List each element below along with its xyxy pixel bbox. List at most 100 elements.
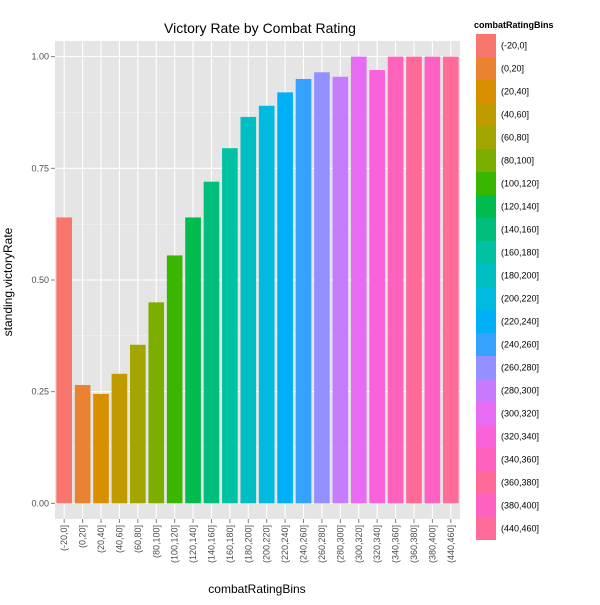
x-tick-label: (320,340] bbox=[372, 525, 382, 563]
y-tick-label: 0.75 bbox=[31, 163, 49, 173]
legend-items: (-20,0] (0,20] (20,40] (40,60] (60,80] (80,10… bbox=[476, 34, 539, 540]
bar-(280,300] bbox=[332, 76, 349, 504]
x-tick-label: (200,220] bbox=[262, 525, 272, 563]
bar-(-20,0] bbox=[56, 217, 73, 504]
legend-label-(200,220]: (200,220] bbox=[501, 294, 539, 304]
legend-key-(120,140] bbox=[476, 195, 496, 218]
legend-label-(100,120]: (100,120] bbox=[501, 179, 539, 189]
legend-key-(340,360] bbox=[476, 448, 496, 471]
legend-key-(140,160] bbox=[476, 218, 496, 241]
legend-label-(340,360]: (340,360] bbox=[501, 455, 539, 465]
legend-key-(360,380] bbox=[476, 471, 496, 494]
legend-key-(-20,0] bbox=[476, 34, 496, 57]
x-tick-label: (140,160] bbox=[206, 525, 216, 563]
x-axis: (-20,0] (0,20] (20,40] (40,60] (60,80] (80,10… bbox=[59, 519, 456, 563]
bar-(140,160] bbox=[203, 181, 220, 504]
bar-(180,200] bbox=[240, 116, 257, 504]
bar-(40,60] bbox=[111, 373, 128, 504]
legend-label-(80,100]: (80,100] bbox=[501, 156, 534, 166]
x-tick-label: (360,380] bbox=[409, 525, 419, 563]
x-tick-label: (220,240] bbox=[280, 525, 290, 563]
y-axis-title: standing.victoryRate bbox=[1, 227, 15, 336]
legend-key-(0,20] bbox=[476, 57, 496, 80]
bar-(160,180] bbox=[222, 148, 238, 504]
x-axis-title: combatRatingBins bbox=[208, 582, 305, 596]
legend-label-(0,20]: (0,20] bbox=[501, 64, 524, 74]
bar-layer bbox=[56, 56, 459, 504]
bar-(60,80] bbox=[130, 344, 146, 504]
legend-label-(180,200]: (180,200] bbox=[501, 271, 539, 281]
chart-title: Victory Rate by Combat Rating bbox=[164, 20, 356, 36]
legend-label-(40,60]: (40,60] bbox=[501, 110, 529, 120]
bar-(20,40] bbox=[93, 393, 109, 504]
legend-label-(320,340]: (320,340] bbox=[501, 432, 539, 442]
legend-label-(20,40]: (20,40] bbox=[501, 87, 529, 97]
x-tick-label: (340,360] bbox=[391, 525, 401, 563]
x-tick-label: (260,280] bbox=[317, 525, 327, 563]
x-tick-label: (380,400] bbox=[427, 525, 437, 563]
legend-key-(160,180] bbox=[476, 241, 496, 264]
y-tick-label: 1.00 bbox=[31, 52, 49, 62]
legend-key-(240,260] bbox=[476, 333, 496, 356]
legend-label-(220,240]: (220,240] bbox=[501, 317, 539, 327]
legend-key-(260,280] bbox=[476, 356, 496, 379]
y-tick-label: 0.50 bbox=[31, 275, 49, 285]
x-tick-label: (240,260] bbox=[299, 525, 309, 563]
legend-label-(120,140]: (120,140] bbox=[501, 202, 539, 212]
legend-label-(-20,0]: (-20,0] bbox=[501, 41, 527, 51]
x-tick-label: (440,460] bbox=[446, 525, 456, 563]
bar-(200,220] bbox=[258, 105, 275, 504]
legend-key-(440,460] bbox=[476, 517, 496, 540]
legend-key-(60,80] bbox=[476, 126, 496, 149]
legend-key-(220,240] bbox=[476, 310, 496, 333]
legend-label-(380,400]: (380,400] bbox=[501, 501, 539, 511]
legend-title: combatRatingBins bbox=[474, 20, 554, 30]
legend-label-(440,460]: (440,460] bbox=[501, 524, 539, 534]
x-tick-label: (300,320] bbox=[354, 525, 364, 563]
legend-label-(360,380]: (360,380] bbox=[501, 478, 539, 488]
x-tick-label: (120,140] bbox=[188, 525, 198, 563]
x-tick-label: (-20,0] bbox=[59, 525, 69, 551]
legend-key-(80,100] bbox=[476, 149, 496, 172]
bar-(380,400] bbox=[424, 56, 441, 504]
bar-(120,140] bbox=[185, 217, 201, 504]
legend-label-(300,320]: (300,320] bbox=[501, 409, 539, 419]
x-tick-label: (100,120] bbox=[170, 525, 180, 563]
legend-key-(180,200] bbox=[476, 264, 496, 287]
x-tick-label: (160,180] bbox=[225, 525, 235, 563]
legend-key-(40,60] bbox=[476, 103, 496, 126]
bar-(0,20] bbox=[74, 384, 91, 504]
bar-(300,320] bbox=[350, 56, 367, 504]
legend-key-(380,400] bbox=[476, 494, 496, 517]
x-tick-label: (80,100] bbox=[151, 525, 161, 558]
legend: combatRatingBins (-20,0] (0,20] (20,40] (40… bbox=[474, 20, 554, 540]
y-axis: 0.00 0.25 0.50 0.75 1.00 bbox=[31, 52, 55, 508]
legend-label-(240,260]: (240,260] bbox=[501, 340, 539, 350]
bar-(80,100] bbox=[148, 302, 165, 504]
legend-key-(100,120] bbox=[476, 172, 496, 195]
legend-key-(280,300] bbox=[476, 379, 496, 402]
bar-(340,360] bbox=[387, 56, 404, 504]
legend-label-(160,180]: (160,180] bbox=[501, 248, 539, 258]
bar-(260,280] bbox=[314, 72, 330, 504]
bar-(360,380] bbox=[406, 56, 422, 504]
bar-(240,260] bbox=[295, 78, 312, 504]
legend-key-(200,220] bbox=[476, 287, 496, 310]
legend-key-(300,320] bbox=[476, 402, 496, 425]
bar-(440,460] bbox=[442, 56, 459, 504]
x-tick-label: (60,80] bbox=[133, 525, 143, 553]
y-tick-label: 0.25 bbox=[31, 387, 49, 397]
bar-(220,240] bbox=[277, 92, 293, 504]
y-tick-label: 0.00 bbox=[31, 498, 49, 508]
x-tick-label: (180,200] bbox=[243, 525, 253, 563]
legend-key-(20,40] bbox=[476, 80, 496, 103]
x-tick-label: (40,60] bbox=[114, 525, 124, 553]
legend-label-(260,280]: (260,280] bbox=[501, 363, 539, 373]
x-tick-label: (280,300] bbox=[335, 525, 345, 563]
bar-(320,340] bbox=[369, 70, 385, 504]
x-tick-label: (0,20] bbox=[78, 525, 88, 548]
legend-label-(280,300]: (280,300] bbox=[501, 386, 539, 396]
legend-key-(320,340] bbox=[476, 425, 496, 448]
